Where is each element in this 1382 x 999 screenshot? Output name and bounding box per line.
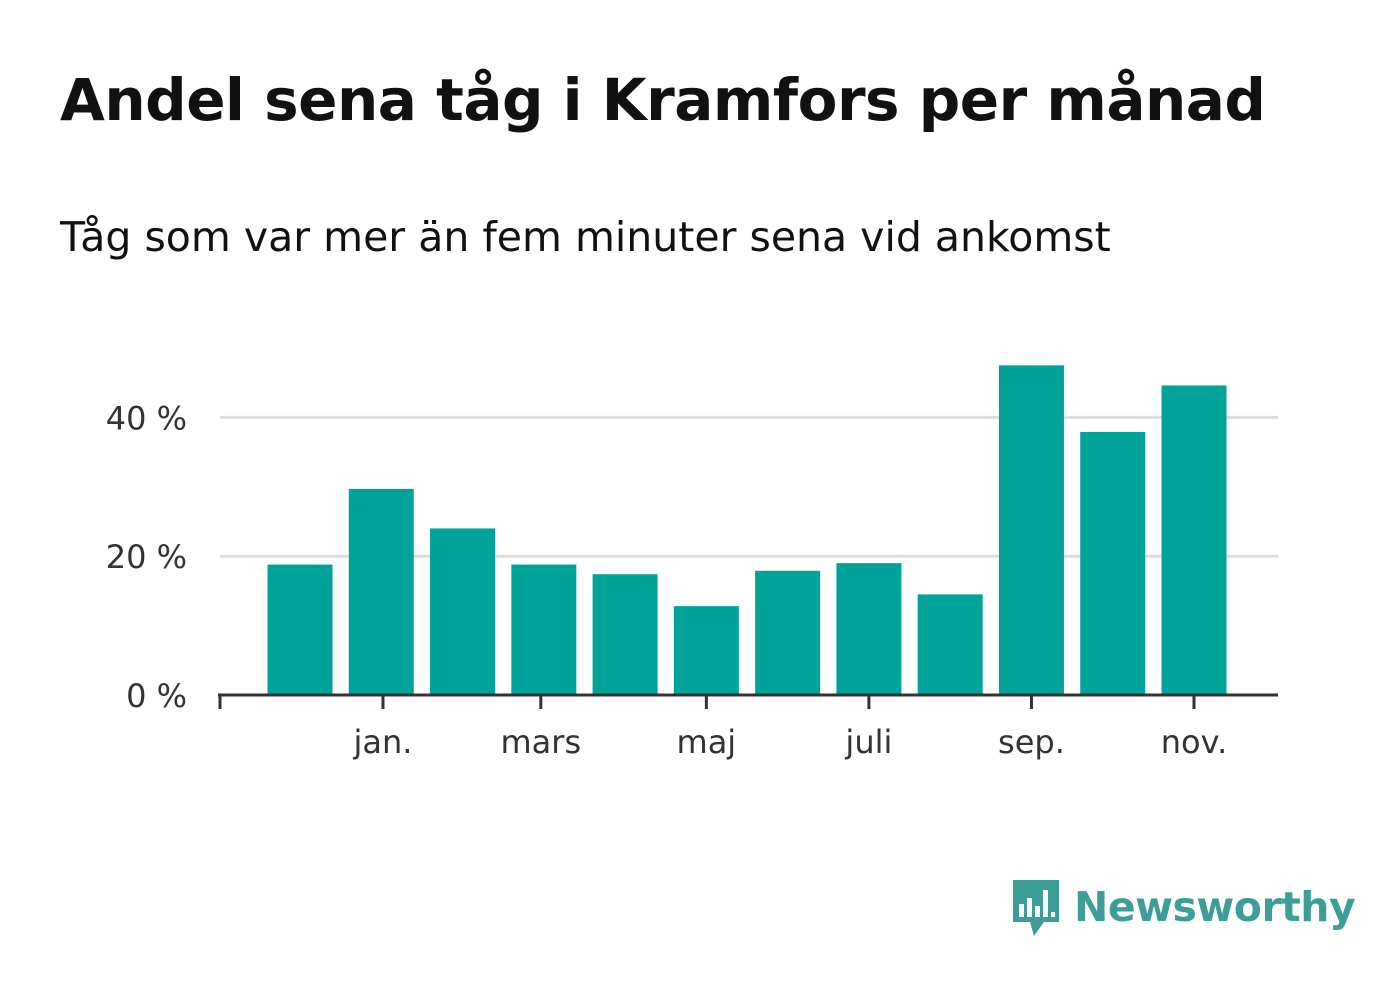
brand-logo: Newsworthy — [1010, 876, 1356, 938]
x-tick-label: nov. — [1161, 723, 1227, 761]
y-tick-label: 20 % — [106, 538, 187, 576]
x-tick-label: juli — [844, 723, 892, 761]
x-tick-label: sep. — [998, 723, 1065, 761]
bar — [1080, 431, 1146, 695]
chart-title: Andel sena tåg i Kramfors per månad — [60, 66, 1266, 134]
axes: 0 % 20 % 40 % jan. mars maj juli sep. nov. — [106, 399, 1278, 761]
bar — [673, 606, 739, 695]
y-tick-label: 40 % — [106, 399, 187, 437]
bar — [998, 365, 1064, 695]
bar — [592, 574, 658, 695]
x-tick-label: maj — [677, 723, 737, 761]
chart-subtitle: Tåg som var mer än fem minuter sena vid … — [60, 213, 1111, 261]
bar — [755, 570, 821, 695]
bar — [511, 564, 577, 695]
x-tick-label: jan. — [353, 723, 413, 761]
bar — [267, 564, 333, 695]
bar-chart-speech-bubble-icon — [1013, 880, 1059, 936]
bar — [1161, 385, 1227, 695]
x-tick-label: mars — [501, 723, 582, 761]
y-tick-label: 0 % — [126, 677, 187, 715]
bar — [917, 594, 983, 695]
brand-name: Newsworthy — [1074, 883, 1356, 931]
bar — [430, 528, 496, 695]
bars — [267, 365, 1227, 695]
bar — [836, 563, 902, 695]
bar — [348, 488, 414, 695]
